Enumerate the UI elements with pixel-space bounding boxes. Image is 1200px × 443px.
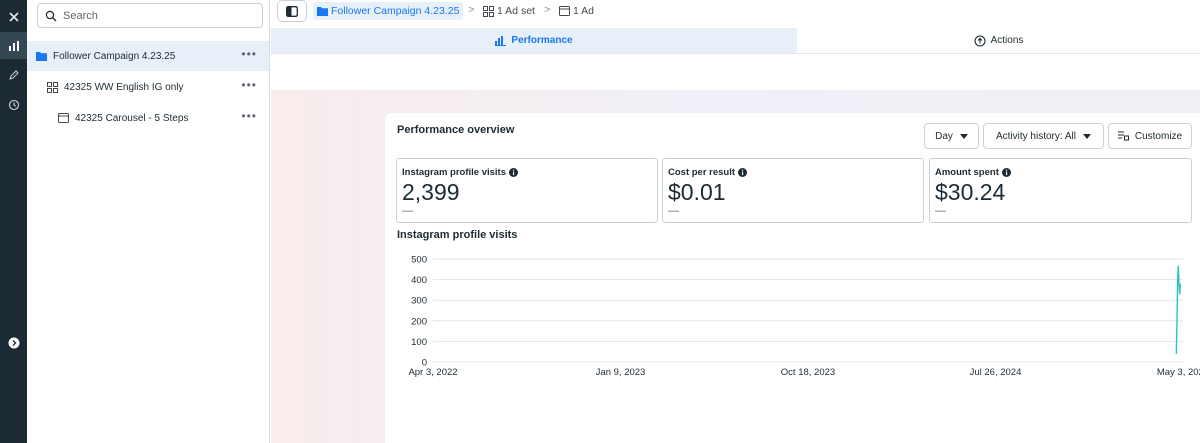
metric-label-row: Amount spent [935, 167, 1011, 178]
panel-toggle-icon [286, 5, 298, 17]
metric-value: 2,399 [402, 179, 460, 205]
y-tick-label: 400 [411, 275, 427, 286]
metric-label: Amount spent [935, 167, 999, 178]
metric-change: — [402, 205, 413, 217]
tree-item-adset[interactable]: 42325 WW English IG only ••• [27, 72, 269, 102]
sidebar: Search Follower Campaign 4.23.25 ••• 423… [27, 0, 270, 443]
tab-performance-label: Performance [511, 35, 573, 46]
panel-title: Performance overview [397, 124, 515, 136]
day-dropdown[interactable]: Day [924, 123, 979, 149]
metric-card-amount-spent[interactable]: Amount spent $30.24 — [929, 158, 1192, 223]
breadcrumb-separator: > [468, 4, 475, 16]
sidebar-toggle-button[interactable] [277, 0, 307, 22]
breadcrumb: Follower Campaign 4.23.25 > 1 Ad set > 1… [271, 0, 1200, 24]
actions-icon [974, 34, 986, 47]
info-icon[interactable] [509, 168, 519, 177]
expand-icon[interactable] [0, 329, 27, 356]
metric-change: — [668, 205, 679, 217]
info-icon[interactable] [738, 168, 748, 177]
more-options-icon[interactable]: ••• [241, 78, 257, 92]
pencil-icon[interactable] [0, 61, 27, 88]
activity-history-dropdown[interactable]: Activity history: All [983, 123, 1104, 149]
breadcrumb-adset-label: 1 Ad set [497, 5, 535, 17]
tab-actions-label: Actions [990, 35, 1024, 46]
breadcrumb-separator: > [544, 4, 551, 16]
tree-item-ad[interactable]: 42325 Carousel - 5 Steps ••• [27, 103, 269, 133]
chevron-down-icon [1083, 133, 1092, 139]
close-icon[interactable] [0, 3, 27, 30]
x-tick-label: May 3, 2025 [1157, 367, 1200, 378]
metric-change: — [935, 205, 946, 217]
breadcrumb-adset[interactable]: 1 Ad set [483, 2, 535, 20]
y-tick-label: 100 [411, 337, 427, 348]
y-tick-label: 500 [411, 255, 427, 266]
breadcrumb-ad[interactable]: 1 Ad [559, 2, 594, 20]
activity-history-label: Activity history: All [995, 130, 1077, 142]
tree-item-label: 42325 Carousel - 5 Steps [75, 112, 189, 124]
series-line [1175, 265, 1181, 354]
grid-icon [47, 81, 58, 93]
chart-icon[interactable] [0, 32, 27, 59]
tree-item-label: Follower Campaign 4.23.25 [53, 50, 176, 62]
tree-item-campaign[interactable]: Follower Campaign 4.23.25 ••• [27, 41, 269, 71]
breadcrumb-ad-label: 1 Ad [573, 5, 595, 17]
metric-card-profile-visits[interactable]: Instagram profile visits 2,399 — [396, 158, 658, 223]
tab-performance[interactable]: Performance [271, 28, 797, 53]
chart-icon [495, 35, 507, 46]
ad-icon [559, 6, 570, 16]
metric-label-row: Cost per result [668, 167, 748, 178]
ad-icon [58, 113, 69, 123]
more-options-icon[interactable]: ••• [241, 109, 257, 123]
breadcrumb-campaign[interactable]: Follower Campaign 4.23.25 [313, 2, 464, 20]
folder-icon [36, 51, 47, 61]
tab-actions[interactable]: Actions [797, 28, 1200, 53]
customize-label: Customize [1134, 130, 1183, 142]
folder-icon [317, 6, 328, 16]
x-tick-label: Apr 3, 2022 [408, 367, 457, 378]
y-tick-label: 300 [411, 296, 427, 307]
metric-card-cost-per-result[interactable]: Cost per result $0.01 — [662, 158, 924, 223]
clock-icon[interactable] [0, 91, 27, 118]
customize-button[interactable]: Customize [1108, 123, 1192, 149]
x-tick-label: Oct 18, 2023 [781, 367, 835, 378]
metric-value: $30.24 [935, 179, 1006, 205]
view-tabs: Performance Actions [271, 28, 1200, 54]
y-tick-label: 200 [411, 316, 427, 327]
left-rail [0, 0, 27, 443]
chevron-down-icon [959, 133, 968, 139]
metric-label: Instagram profile visits [402, 167, 507, 178]
search-placeholder: Search [63, 9, 98, 22]
performance-overview-panel: Performance overview Day Activity histor… [385, 113, 1200, 443]
metric-value: $0.01 [668, 179, 726, 205]
metric-label: Cost per result [668, 167, 736, 178]
info-icon[interactable] [1001, 168, 1011, 177]
day-dropdown-label: Day [935, 130, 953, 142]
y-tick-label: 0 [422, 358, 427, 369]
more-options-icon[interactable]: ••• [241, 47, 257, 61]
customize-icon [1117, 131, 1129, 141]
breadcrumb-campaign-label: Follower Campaign 4.23.25 [331, 5, 460, 17]
chart-title: Instagram profile visits [397, 229, 518, 241]
x-tick-label: Jan 9, 2023 [596, 367, 646, 378]
search-icon [45, 10, 57, 21]
grid-icon [483, 5, 494, 17]
tree-item-label: 42325 WW English IG only [64, 81, 184, 93]
profile-visits-chart: 0 100 200 300 400 500 Apr 3, 2022 Jan 9, 2023 Oc… [408, 255, 1200, 379]
x-tick-label: Jul 26, 2024 [970, 367, 1022, 378]
search-input[interactable]: Search [37, 3, 263, 28]
metric-label-row: Instagram profile visits [402, 167, 519, 178]
